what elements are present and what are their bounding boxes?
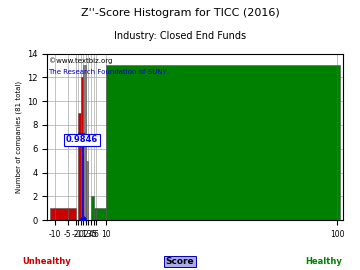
Bar: [91, 196, 94, 220]
Bar: [337, 66, 340, 220]
Bar: [96, 208, 106, 220]
Bar: [81, 77, 83, 220]
Bar: [106, 66, 337, 220]
Bar: [50, 208, 55, 220]
Bar: [68, 208, 76, 220]
Text: The Research Foundation of SUNY: The Research Foundation of SUNY: [49, 69, 167, 75]
Y-axis label: Number of companies (81 total): Number of companies (81 total): [15, 81, 22, 193]
Text: Score: Score: [166, 257, 194, 266]
Bar: [94, 208, 96, 220]
Bar: [83, 66, 86, 220]
Text: Healthy: Healthy: [306, 257, 342, 266]
Text: Industry: Closed End Funds: Industry: Closed End Funds: [114, 31, 246, 41]
Text: Z''-Score Histogram for TICC (2016): Z''-Score Histogram for TICC (2016): [81, 8, 279, 18]
Bar: [78, 113, 81, 220]
Bar: [86, 161, 88, 220]
Text: ©www.textbiz.org: ©www.textbiz.org: [49, 57, 112, 64]
Text: Unhealthy: Unhealthy: [22, 257, 71, 266]
Text: 0.9846: 0.9846: [66, 135, 98, 144]
Bar: [55, 208, 68, 220]
